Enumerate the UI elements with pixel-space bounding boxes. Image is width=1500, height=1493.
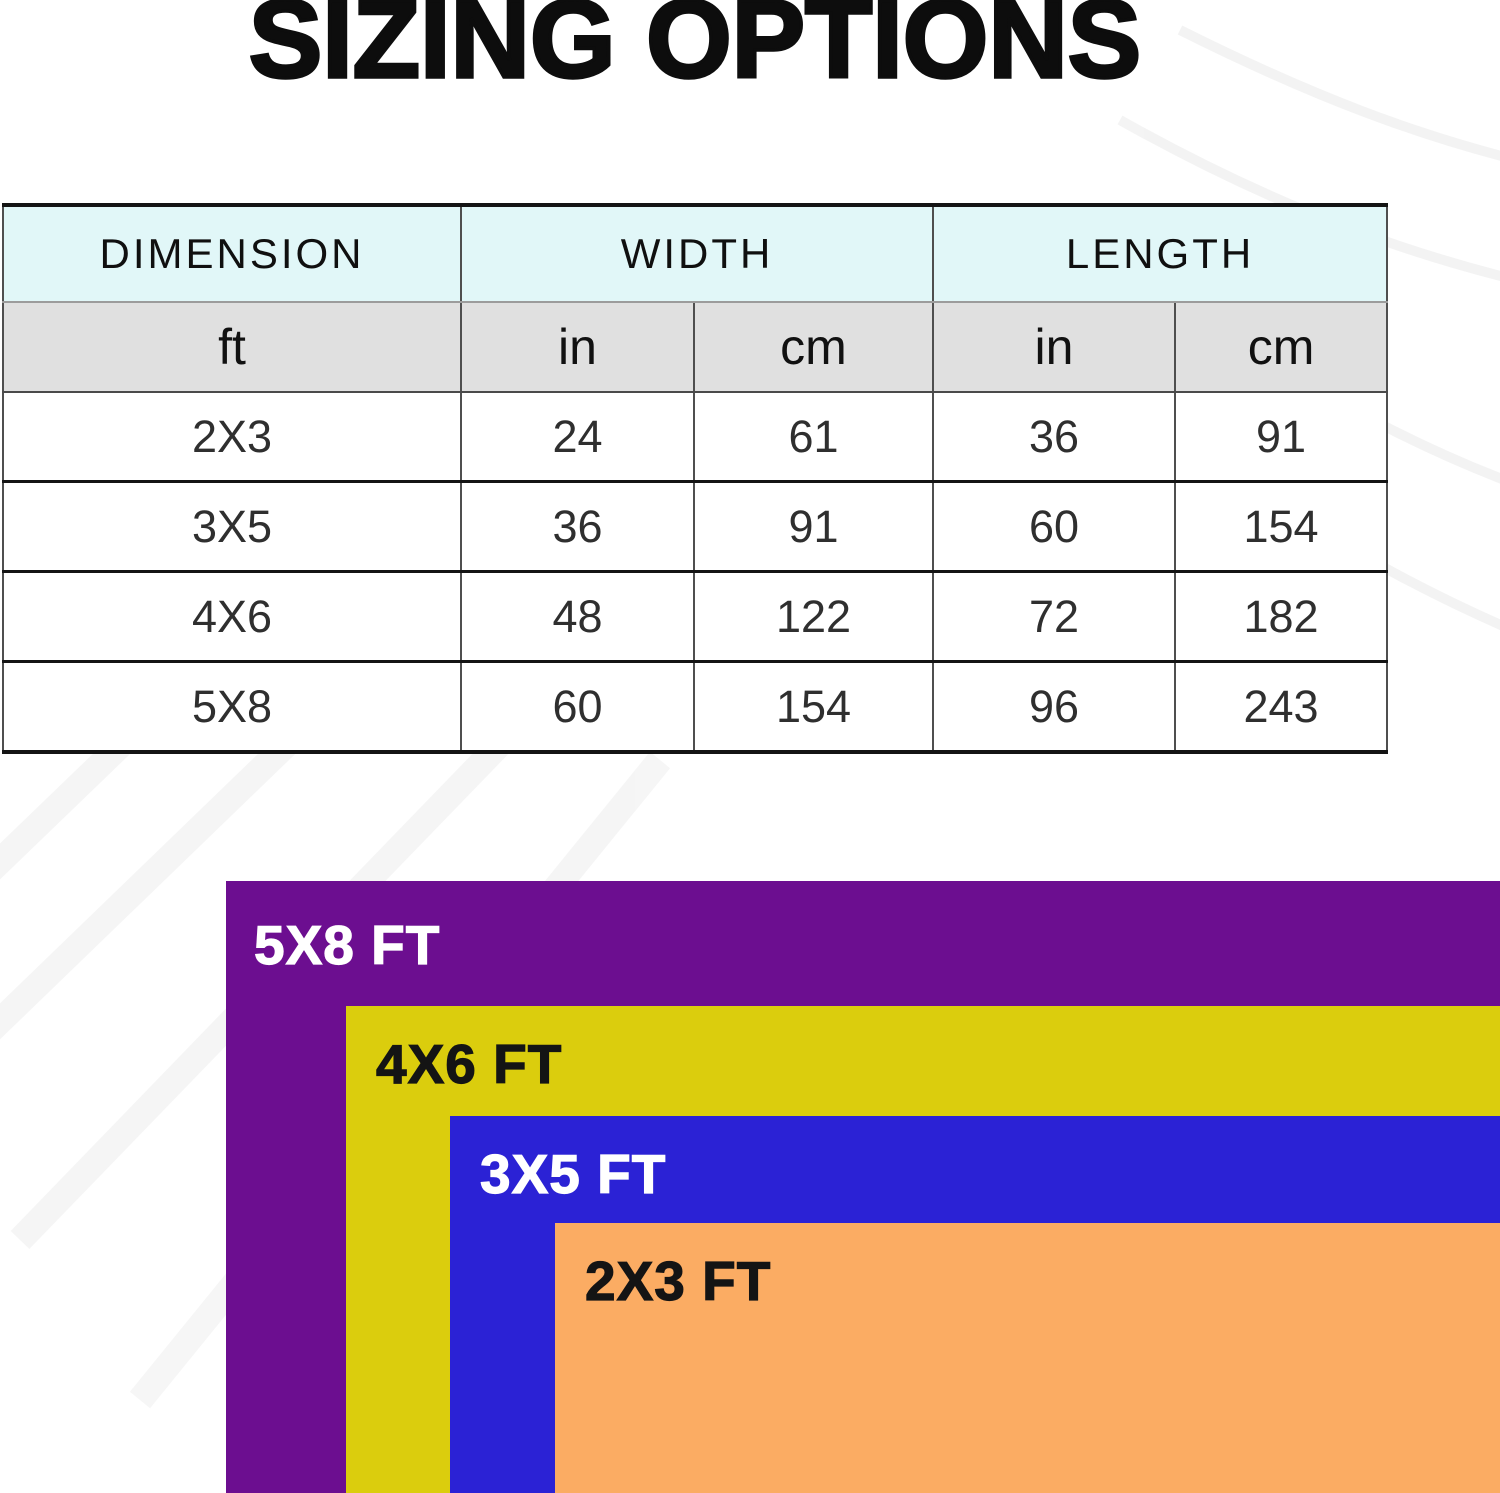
unit-header-width-cm: cm (692, 302, 935, 393)
cell-length-cm: 154 (1174, 481, 1389, 573)
unit-header-width-in: in (460, 302, 695, 393)
col-header-dimension: DIMENSION (2, 203, 462, 303)
cell-width-cm: 154 (692, 661, 935, 754)
cell-dimension: 2X3 (2, 392, 462, 483)
table-unit-header-row: ft in cm in cm (2, 302, 1389, 393)
table-row-4x6: 4X6 48 122 72 182 (2, 571, 1389, 663)
unit-header-length-in: in (932, 302, 1177, 393)
cell-width-cm: 91 (692, 481, 935, 573)
cell-length-cm: 91 (1174, 392, 1389, 483)
table-row-5x8: 5X8 60 154 96 243 (2, 661, 1389, 754)
cell-width-cm: 61 (692, 392, 935, 483)
col-header-length: LENGTH (932, 203, 1389, 303)
sizing-table: DIMENSION WIDTH LENGTH ft in cm in cm 2X… (2, 203, 1389, 754)
cell-length-in: 60 (932, 481, 1177, 573)
cell-width-in: 36 (460, 481, 695, 573)
table-row-3x5: 3X5 36 91 60 154 (2, 481, 1389, 573)
size-rect-label-2x3: 2X3 FT (584, 1249, 772, 1312)
cell-length-cm: 182 (1174, 571, 1389, 663)
cell-length-in: 96 (932, 661, 1177, 754)
cell-dimension: 5X8 (2, 661, 462, 754)
cell-width-in: 48 (460, 571, 695, 663)
cell-width-in: 60 (460, 661, 695, 754)
unit-header-ft: ft (2, 302, 462, 393)
cell-length-in: 72 (932, 571, 1177, 663)
cell-length-in: 36 (932, 392, 1177, 483)
cell-dimension: 3X5 (2, 481, 462, 573)
cell-width-in: 24 (460, 392, 695, 483)
table-group-header-row: DIMENSION WIDTH LENGTH (2, 203, 1389, 303)
cell-dimension: 4X6 (2, 571, 462, 663)
col-header-width: WIDTH (459, 203, 935, 303)
table-row-2x3: 2X3 24 61 36 91 (2, 392, 1389, 483)
size-rect-label-3x5: 3X5 FT (479, 1142, 667, 1205)
cell-length-cm: 243 (1174, 661, 1389, 754)
page-title: SIZING OPTIONS (247, 0, 1143, 103)
size-rect-label-5x8: 5X8 FT (253, 913, 441, 976)
cell-width-cm: 122 (692, 571, 935, 663)
size-rect-label-4x6: 4X6 FT (375, 1032, 563, 1095)
unit-header-length-cm: cm (1174, 302, 1389, 393)
size-rect-2x3: 2X3 FT (555, 1223, 1500, 1493)
